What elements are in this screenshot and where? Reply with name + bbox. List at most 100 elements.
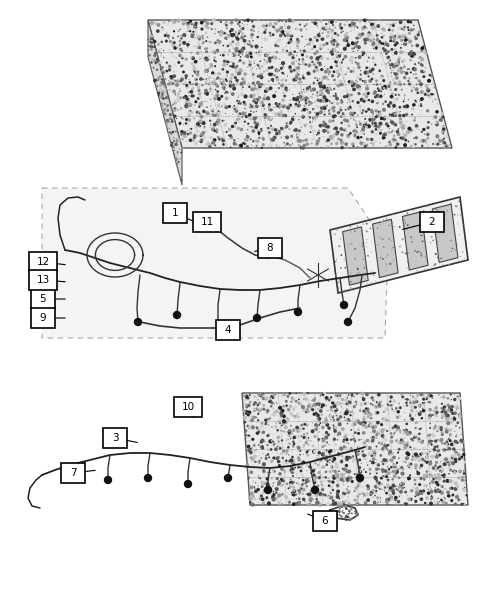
Point bbox=[386, 25, 393, 35]
Point bbox=[257, 422, 265, 431]
Point bbox=[379, 76, 387, 85]
Point bbox=[329, 474, 337, 483]
Point bbox=[312, 140, 320, 150]
Point bbox=[197, 97, 205, 106]
Point bbox=[334, 110, 342, 119]
Point bbox=[426, 494, 434, 504]
Point bbox=[297, 431, 304, 441]
Point bbox=[317, 65, 325, 74]
Point bbox=[217, 131, 225, 140]
Point bbox=[283, 122, 290, 131]
Point bbox=[376, 16, 384, 26]
Point bbox=[414, 434, 422, 444]
Circle shape bbox=[356, 475, 363, 481]
Point bbox=[296, 391, 303, 400]
Point bbox=[424, 398, 431, 407]
Point bbox=[240, 121, 247, 131]
Point bbox=[164, 101, 171, 110]
Point bbox=[430, 445, 438, 454]
Point bbox=[297, 25, 304, 35]
Point bbox=[458, 454, 466, 464]
Point bbox=[337, 472, 345, 481]
Point bbox=[378, 401, 385, 411]
Point bbox=[311, 127, 319, 137]
Point bbox=[458, 475, 466, 485]
Point bbox=[395, 438, 403, 447]
Point bbox=[400, 31, 408, 41]
Point bbox=[438, 438, 445, 448]
Point bbox=[211, 24, 219, 34]
Point bbox=[252, 399, 259, 408]
Point bbox=[245, 60, 253, 70]
Point bbox=[384, 101, 392, 110]
Point bbox=[446, 465, 454, 475]
Point bbox=[251, 84, 259, 93]
Point bbox=[244, 38, 252, 47]
Point bbox=[389, 50, 396, 59]
Point bbox=[419, 125, 427, 134]
Point bbox=[454, 230, 462, 239]
Point bbox=[407, 47, 414, 57]
Point bbox=[316, 391, 324, 400]
Point bbox=[353, 264, 361, 274]
Polygon shape bbox=[148, 20, 451, 148]
Point bbox=[365, 418, 373, 428]
Point bbox=[176, 108, 183, 118]
Point bbox=[400, 94, 408, 104]
Point bbox=[272, 47, 280, 57]
Point bbox=[327, 393, 334, 402]
Point bbox=[311, 115, 319, 124]
Point bbox=[187, 87, 195, 97]
Circle shape bbox=[144, 475, 151, 481]
Point bbox=[386, 446, 393, 456]
Point bbox=[416, 487, 424, 497]
Point bbox=[451, 409, 458, 418]
Point bbox=[352, 451, 360, 461]
Point bbox=[193, 93, 200, 102]
Point bbox=[298, 443, 306, 452]
Point bbox=[355, 52, 363, 61]
Point bbox=[213, 73, 221, 82]
Point bbox=[356, 34, 364, 44]
Point bbox=[382, 497, 390, 507]
Point bbox=[254, 27, 262, 37]
Point bbox=[453, 392, 461, 401]
Point bbox=[416, 424, 424, 434]
Point bbox=[177, 148, 185, 157]
Point bbox=[304, 34, 312, 44]
Point bbox=[315, 59, 323, 68]
Point bbox=[286, 62, 293, 71]
Point bbox=[294, 100, 302, 110]
Point bbox=[330, 473, 337, 482]
Point bbox=[234, 19, 242, 29]
Point bbox=[265, 57, 273, 66]
Point bbox=[269, 495, 277, 505]
Point bbox=[324, 80, 332, 89]
Point bbox=[359, 255, 366, 264]
Point bbox=[250, 40, 258, 49]
Point bbox=[275, 143, 283, 152]
Point bbox=[355, 84, 363, 94]
Point bbox=[398, 479, 406, 489]
Point bbox=[437, 425, 445, 435]
Point bbox=[292, 71, 300, 81]
Point bbox=[234, 134, 242, 144]
Point bbox=[364, 116, 372, 125]
Point bbox=[402, 426, 409, 435]
Point bbox=[416, 449, 424, 459]
Point bbox=[248, 123, 256, 132]
Point bbox=[378, 217, 385, 226]
Point bbox=[288, 16, 296, 26]
Point bbox=[296, 118, 303, 128]
Point bbox=[319, 436, 327, 445]
Point bbox=[325, 109, 333, 118]
Point bbox=[350, 18, 358, 28]
Point bbox=[375, 37, 383, 47]
Point bbox=[277, 124, 285, 134]
Point bbox=[215, 135, 223, 144]
Point bbox=[323, 142, 331, 151]
Point bbox=[198, 34, 206, 44]
Point bbox=[212, 81, 220, 90]
Point bbox=[410, 102, 418, 111]
Point bbox=[173, 105, 181, 115]
